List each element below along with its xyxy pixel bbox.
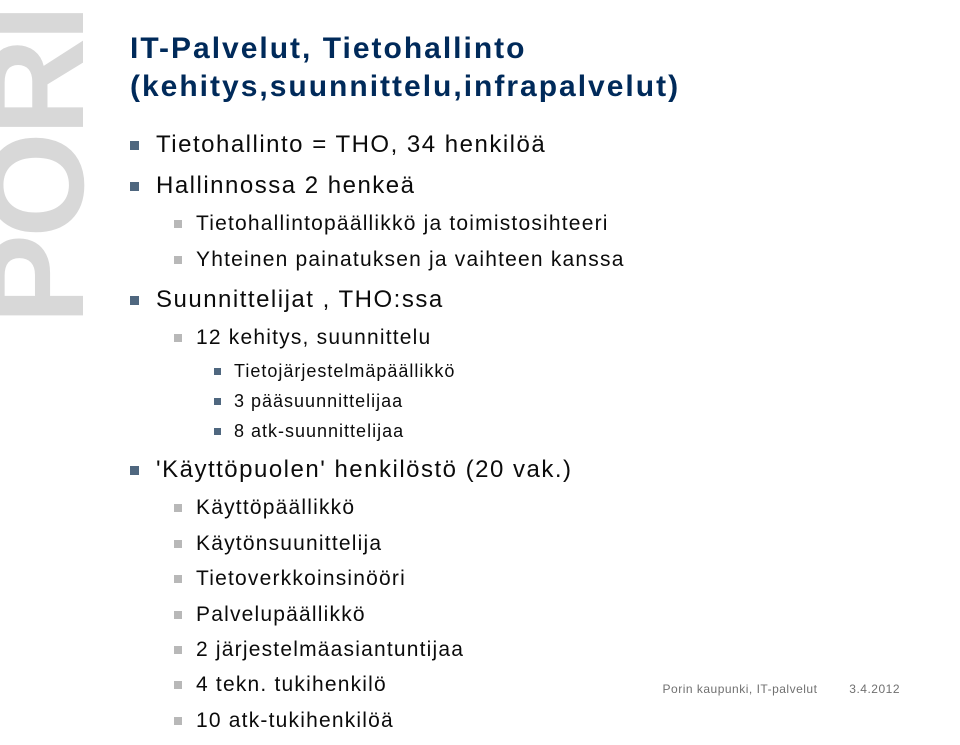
list-item: Tietoverkkoinsinööri — [174, 564, 920, 593]
list-item: Yhteinen painatuksen ja vaihteen kanssa — [174, 245, 920, 274]
list-item: Suunnittelijat , THO:ssa 12 kehitys, suu… — [130, 284, 920, 444]
footer-org: Porin kaupunki, IT-palvelut — [663, 682, 818, 696]
slide-footer: Porin kaupunki, IT-palvelut 3.4.2012 — [663, 682, 900, 696]
bullet-list-level2: 12 kehitys, suunnittelu Tietojärjestelmä… — [174, 323, 920, 444]
bullet-list-level2: Käyttöpäällikkö Käytönsuunittelija Tieto… — [174, 493, 920, 735]
list-item-label: 'Käyttöpuolen' henkilöstö (20 vak.) — [156, 456, 573, 483]
slide-content: IT-Palvelut, Tietohallinto (kehitys,suun… — [130, 30, 920, 745]
list-item: Tietojärjestelmäpäällikkö — [214, 359, 920, 384]
list-item-label: Suunnittelijat , THO:ssa — [156, 286, 444, 313]
list-item: Käyttöpäällikkö — [174, 493, 920, 522]
list-item: 2 järjestelmäasiantuntijaa — [174, 635, 920, 664]
list-item: 12 kehitys, suunnittelu Tietojärjestelmä… — [174, 323, 920, 444]
list-item-label: Hallinnossa 2 henkeä — [156, 172, 416, 199]
list-item: 3 pääsuunnittelijaa — [214, 389, 920, 414]
footer-date: 3.4.2012 — [849, 682, 900, 696]
list-item: Hallinnossa 2 henkeä Tietohallintopäälli… — [130, 170, 920, 274]
list-item: Tietohallinto = THO, 34 henkilöä — [130, 129, 920, 160]
bullet-list-level3: Tietojärjestelmäpäällikkö 3 pääsuunnitte… — [214, 359, 920, 445]
list-item: Käytönsuunittelija — [174, 529, 920, 558]
list-item-label: 12 kehitys, suunnittelu — [196, 326, 431, 349]
bullet-list-level2: Tietohallintopäällikkö ja toimistosihtee… — [174, 209, 920, 274]
list-item: Palvelupäällikkö — [174, 600, 920, 629]
title-line-2: (kehitys,suunnittelu,infrapalvelut) — [130, 70, 680, 103]
list-item: 8 atk-suunnittelijaa — [214, 419, 920, 444]
list-item: 10 atk-tukihenkilöä — [174, 706, 920, 735]
slide-title: IT-Palvelut, Tietohallinto (kehitys,suun… — [130, 30, 920, 105]
list-item: Tietohallintopäällikkö ja toimistosihtee… — [174, 209, 920, 238]
title-line-1: IT-Palvelut, Tietohallinto — [130, 32, 527, 65]
watermark-text: PORI — [0, 8, 91, 325]
bullet-list-level1: Tietohallinto = THO, 34 henkilöä Hallinn… — [130, 129, 920, 735]
